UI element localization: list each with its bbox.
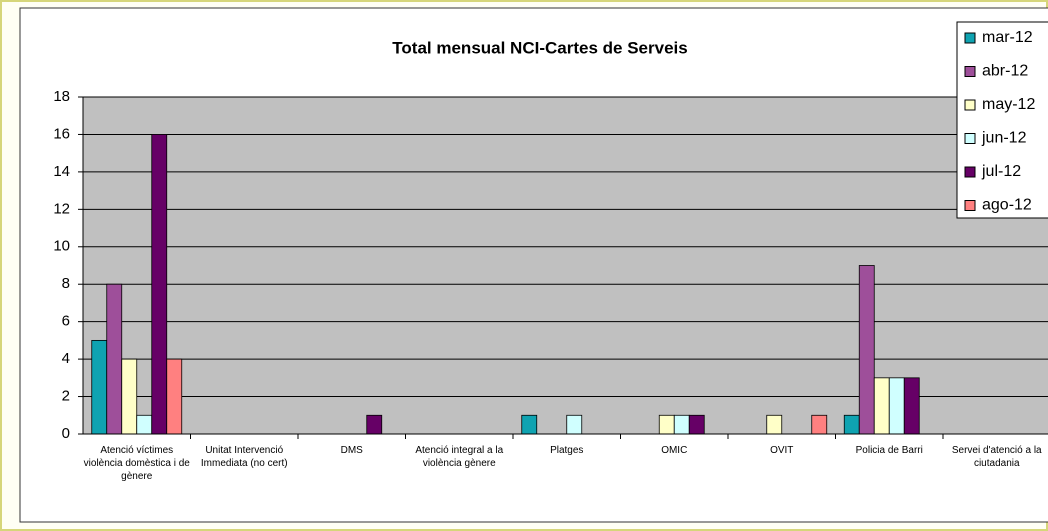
- bar: [888, 377, 905, 435]
- x-tick-label-box: Policia de Barri: [855, 445, 923, 456]
- x-tick-label: OMIC: [661, 445, 688, 456]
- legend-label: abr-12: [982, 63, 1028, 80]
- chart-title: Total mensual NCI-Cartes de Serveis: [392, 38, 687, 57]
- y-tick-label: 6: [62, 313, 70, 330]
- legend-label: may-12: [982, 96, 1035, 113]
- legend-swatch: [964, 200, 976, 211]
- x-tick-label-box: Unitat Intervenció Immediata (no cert): [200, 445, 288, 469]
- bar: [151, 134, 168, 435]
- y-tick-label: 10: [53, 238, 70, 255]
- x-tick-label-box: OMIC: [661, 445, 688, 456]
- y-tick-label: 2: [62, 388, 70, 405]
- x-tick-label-box: Platges: [550, 445, 584, 456]
- y-tick-label: 14: [53, 163, 70, 180]
- y-tick-label: 4: [62, 350, 70, 367]
- bar: [136, 414, 153, 435]
- bar: [903, 377, 920, 435]
- legend-label: jun-12: [981, 130, 1027, 147]
- bar: [766, 414, 783, 435]
- x-tick-label: Unitat Intervenció Immediata (no cert): [200, 445, 288, 469]
- y-tick-label: 0: [62, 425, 70, 442]
- legend-swatch: [964, 133, 976, 144]
- y-tick-label: 18: [53, 88, 70, 105]
- x-tick-label-box: OVIT: [770, 445, 794, 456]
- legend-box: [956, 21, 1048, 219]
- x-tick-label: Servei d'atenció a la ciutadania: [951, 445, 1042, 469]
- bar: [658, 414, 675, 435]
- x-tick-label: Platges: [550, 445, 584, 456]
- bar: [858, 265, 875, 435]
- x-tick-label: DMS: [340, 445, 363, 456]
- y-tick-label: 16: [53, 125, 70, 142]
- y-tick-label: 12: [53, 200, 70, 217]
- x-tick-label-box: Atenció víctimes violència domèstica i d…: [83, 445, 190, 482]
- x-tick-label: Atenció integral a la violència gènere: [415, 445, 504, 469]
- legend-label: ago-12: [982, 197, 1032, 214]
- y-tick-label: 8: [62, 275, 70, 292]
- bar: [843, 414, 860, 435]
- bar: [166, 358, 183, 435]
- bar: [673, 414, 690, 435]
- x-tick-label: Atenció víctimes violència domèstica i d…: [83, 445, 190, 482]
- legend-label: jul-12: [981, 163, 1021, 180]
- legend-swatch: [964, 166, 976, 178]
- x-tick-label-box: Atenció integral a la violència gènere: [415, 445, 504, 469]
- x-tick-label: Policia de Barri: [855, 445, 923, 456]
- x-tick-label-box: Servei d'atenció a la ciutadania: [951, 445, 1042, 469]
- x-tick-label: OVIT: [770, 445, 794, 456]
- bar: [91, 339, 108, 435]
- legend-swatch: [964, 66, 976, 77]
- bar: [566, 414, 583, 435]
- bar: [811, 414, 828, 435]
- x-tick-label-box: DMS: [340, 445, 363, 456]
- bar: [688, 414, 705, 435]
- bar: [366, 414, 383, 435]
- bar: [521, 414, 538, 435]
- legend-swatch: [964, 32, 976, 44]
- legend-label: mar-12: [982, 29, 1033, 46]
- legend-swatch: [964, 99, 976, 111]
- bar: [873, 377, 890, 435]
- bar: [106, 283, 123, 435]
- bar: [121, 358, 138, 435]
